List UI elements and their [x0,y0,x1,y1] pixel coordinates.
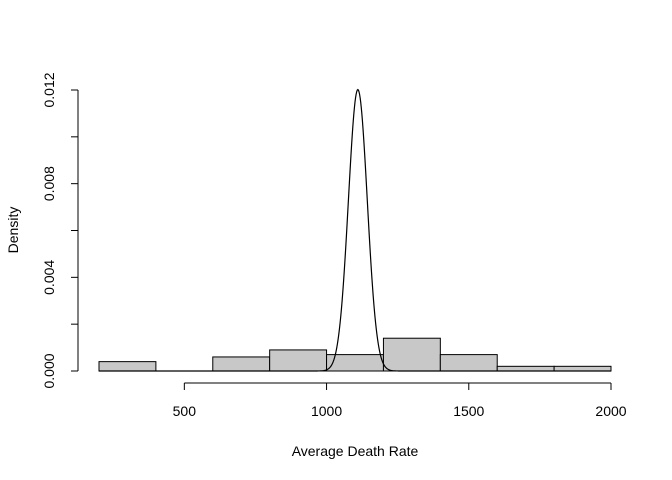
y-tick-label: 0.004 [41,260,57,295]
histogram-bar-8 [496,365,555,372]
x-tick-label: 1500 [453,403,484,419]
y-tick-label: 0.008 [41,166,57,201]
x-tick-label: 500 [173,403,197,419]
histogram-bars [98,337,612,372]
histogram-bar-7 [439,354,498,372]
y-axis-title: Density [5,207,21,254]
x-tick-label: 1000 [311,403,342,419]
histogram-bar-6 [382,337,441,372]
histogram-bar-9 [553,365,612,372]
x-axis: 500 1000 1500 2000 [173,382,627,419]
histogram-bar-3 [212,356,271,372]
y-tick-label: 0.000 [41,353,57,388]
y-tick-label: 0.012 [41,72,57,107]
histogram-bar-1 [98,361,157,372]
histogram-bar-4 [269,349,328,372]
x-axis-title: Average Death Rate [292,443,419,459]
density-curve [99,88,611,372]
y-axis: 0.000 0.004 0.008 0.012 [41,72,79,389]
x-tick-label: 2000 [595,403,626,419]
